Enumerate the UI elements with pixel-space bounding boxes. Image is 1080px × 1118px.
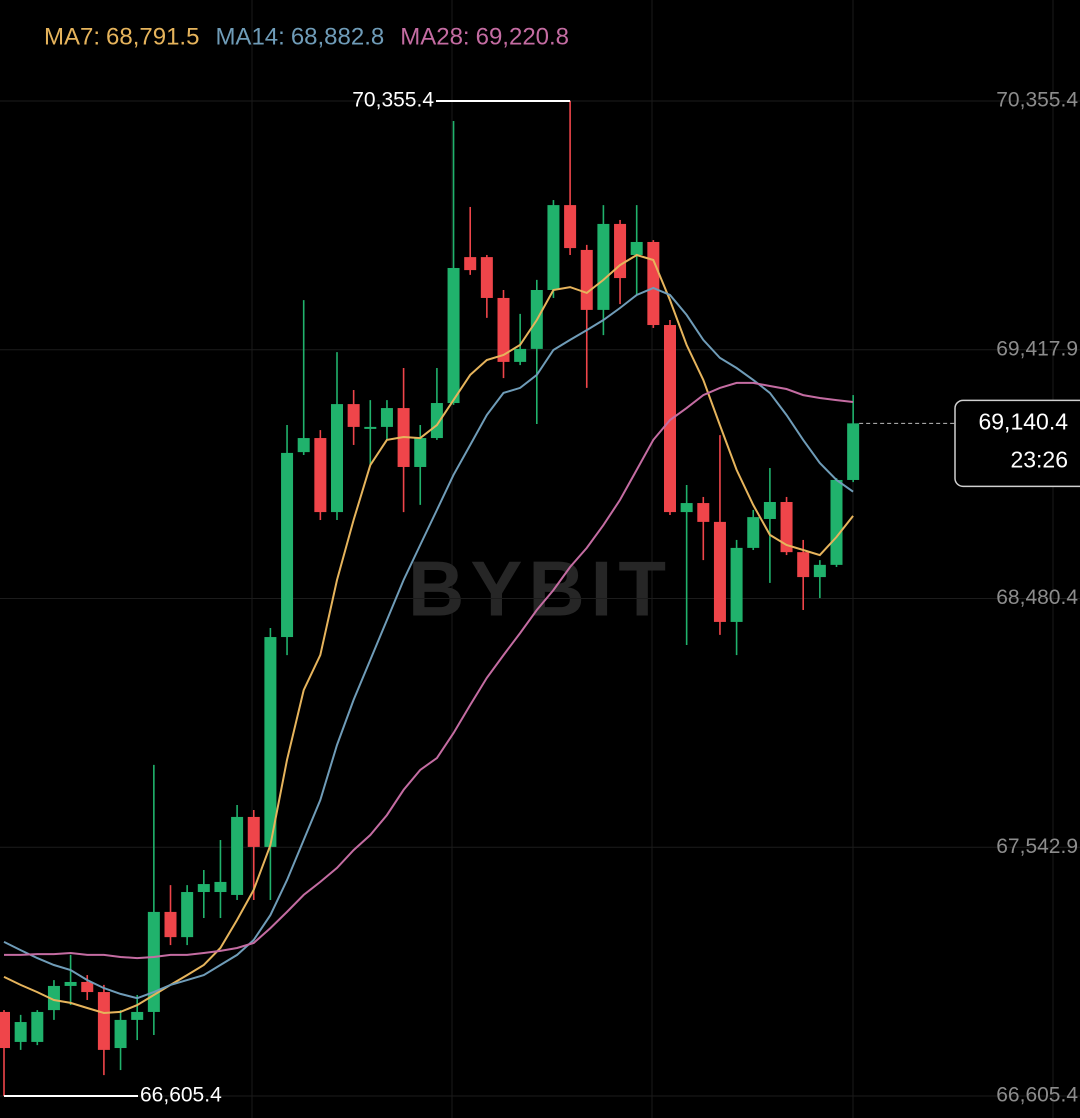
y-tick-label: 70,355.4 <box>996 89 1078 112</box>
candle-body <box>147 911 160 1012</box>
y-tick-label: 68,480.4 <box>996 586 1078 609</box>
candle-body <box>81 981 94 993</box>
candle-body <box>664 325 676 513</box>
candle-body <box>430 403 443 439</box>
ma-line <box>3 286 854 1000</box>
candle-body <box>747 517 760 548</box>
candle-body <box>231 816 244 895</box>
legend-name: MA7: <box>44 23 100 50</box>
candle-body <box>331 404 343 513</box>
candle-body <box>547 205 560 291</box>
candle-body <box>813 564 826 578</box>
candle-body <box>297 438 310 453</box>
candle-body <box>364 426 377 429</box>
candle-body <box>447 267 460 404</box>
y-tick-label: 66,605.4 <box>996 1083 1078 1106</box>
candle-body <box>614 223 627 279</box>
vertical-grid <box>251 0 1054 1118</box>
legend-name: MA28: <box>400 23 469 50</box>
candle-body <box>31 1011 44 1042</box>
candle-body <box>64 981 77 986</box>
candle-body <box>114 1019 127 1049</box>
candle-body <box>763 501 776 519</box>
candle-body <box>0 1011 10 1049</box>
candle-body <box>797 552 810 578</box>
candle-body <box>347 404 360 427</box>
candle-body <box>264 637 277 847</box>
candle-body <box>214 881 227 893</box>
legend-name: MA14: <box>215 23 284 50</box>
candle-body <box>647 241 660 326</box>
candle-body <box>414 438 427 467</box>
candle-body <box>780 501 793 553</box>
candle-body <box>497 297 510 362</box>
candle-body <box>830 479 843 565</box>
high-marker-label: 70,355.4 <box>352 89 434 112</box>
candle-body <box>464 257 477 271</box>
candle-body <box>131 1011 144 1020</box>
candle-body <box>680 503 693 513</box>
last-price-label: 69,140.4 <box>978 408 1068 434</box>
y-tick-label: 69,417.9 <box>996 337 1078 360</box>
candle-body <box>247 816 260 847</box>
candle-body <box>197 884 210 893</box>
countdown: 23:26 <box>1010 446 1068 472</box>
candle-body <box>564 205 577 249</box>
candle-body <box>514 348 527 362</box>
ma-line <box>3 253 854 1015</box>
candle-body <box>713 521 726 622</box>
candle-body <box>14 1022 27 1042</box>
candle-body <box>97 992 110 1050</box>
candle-body <box>697 503 710 522</box>
candle-body <box>847 423 860 480</box>
candle-body <box>47 985 60 1011</box>
candle-body <box>281 452 294 638</box>
legend-value: 68,882.8 <box>291 23 384 50</box>
legend-value: 68,791.5 <box>106 23 199 50</box>
candle-body <box>480 257 493 298</box>
low-marker-label: 66,605.4 <box>140 1083 222 1106</box>
candle-body <box>630 241 643 255</box>
last-price-box <box>954 399 1080 488</box>
candle-body <box>730 547 743 622</box>
ma-line <box>4 381 854 960</box>
watermark: BYBIT <box>408 545 672 633</box>
candle-body <box>181 892 194 938</box>
candle-body <box>597 223 610 310</box>
legend-value: 69,220.8 <box>476 23 569 50</box>
candle-body <box>580 249 593 310</box>
candle-body <box>314 438 327 513</box>
y-tick-label: 67,542.9 <box>996 835 1078 858</box>
candle-body <box>164 911 177 938</box>
candle-body <box>380 408 393 427</box>
